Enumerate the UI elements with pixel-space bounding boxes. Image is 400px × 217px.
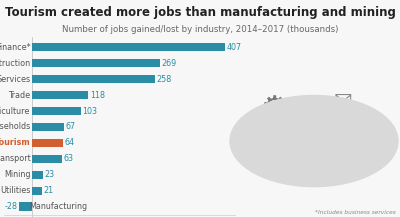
Bar (32, 139, 63, 147)
Bar (32, 43, 225, 51)
Text: Mining: Mining (4, 170, 30, 179)
Text: Utilities: Utilities (0, 186, 30, 195)
Bar (32, 171, 43, 179)
Text: Agriculture: Agriculture (0, 107, 30, 115)
Text: 407: 407 (226, 43, 242, 52)
Text: 23: 23 (45, 170, 55, 179)
Text: 21: 21 (44, 186, 54, 195)
Text: Construction: Construction (0, 59, 30, 68)
Text: 103: 103 (82, 107, 98, 115)
Text: Transport: Transport (0, 154, 30, 163)
Text: Tourism: Tourism (0, 138, 30, 147)
Text: 67: 67 (66, 122, 76, 132)
Text: Manufacturing: Manufacturing (29, 202, 87, 211)
Bar (32, 123, 64, 131)
Bar (32, 91, 88, 99)
Bar (19, 202, 32, 211)
Bar (32, 75, 154, 83)
Text: 258: 258 (156, 75, 171, 84)
Text: Trade: Trade (8, 90, 30, 100)
Text: *Includes business services: *Includes business services (315, 210, 396, 215)
Text: Private households: Private households (0, 122, 30, 132)
Text: Services: Services (0, 75, 30, 84)
Text: Number of jobs gained/lost by industry, 2014–2017 (thousands): Number of jobs gained/lost by industry, … (62, 25, 338, 34)
Bar (32, 59, 160, 67)
Text: Tourism created more jobs than manufacturing and mining: Tourism created more jobs than manufactu… (4, 6, 396, 19)
Text: 64: 64 (64, 138, 74, 147)
Bar (32, 107, 81, 115)
Circle shape (284, 167, 296, 176)
Polygon shape (258, 142, 298, 165)
Text: 269: 269 (161, 59, 176, 68)
Text: Finance*: Finance* (0, 43, 30, 52)
Bar (32, 187, 42, 195)
Text: 118: 118 (90, 90, 105, 100)
Circle shape (260, 167, 272, 176)
Text: 63: 63 (64, 154, 74, 163)
Bar (32, 155, 62, 163)
Text: -28: -28 (5, 202, 18, 211)
Text: ⛹: ⛹ (347, 147, 361, 167)
Text: ✉: ✉ (334, 92, 353, 112)
Text: ⚙: ⚙ (260, 95, 287, 124)
